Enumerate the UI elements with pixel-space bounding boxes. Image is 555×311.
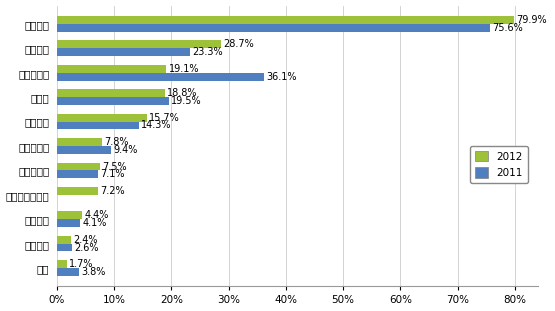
Bar xyxy=(57,219,80,227)
Bar xyxy=(57,65,166,73)
Text: 2.6%: 2.6% xyxy=(74,243,99,253)
Text: 28.7%: 28.7% xyxy=(224,39,254,49)
Text: 19.5%: 19.5% xyxy=(171,96,201,106)
Text: 23.3%: 23.3% xyxy=(193,47,223,57)
Text: 7.2%: 7.2% xyxy=(100,186,125,196)
Text: 3.8%: 3.8% xyxy=(81,267,105,277)
Bar xyxy=(57,138,102,146)
Text: 7.5%: 7.5% xyxy=(102,161,127,171)
Text: 36.1%: 36.1% xyxy=(266,72,296,81)
Bar xyxy=(57,211,82,219)
Text: 19.1%: 19.1% xyxy=(169,64,199,74)
Text: 7.8%: 7.8% xyxy=(104,137,128,147)
Text: 4.4%: 4.4% xyxy=(84,210,109,220)
Bar xyxy=(57,170,98,178)
Text: 14.3%: 14.3% xyxy=(141,120,171,131)
Text: 1.7%: 1.7% xyxy=(69,259,93,269)
Bar xyxy=(57,268,79,276)
Bar xyxy=(57,40,221,48)
Bar xyxy=(57,73,264,81)
Bar xyxy=(57,236,70,244)
Text: 9.4%: 9.4% xyxy=(113,145,138,155)
Legend: 2012, 2011: 2012, 2011 xyxy=(470,146,528,183)
Text: 2.4%: 2.4% xyxy=(73,235,98,245)
Text: 15.7%: 15.7% xyxy=(149,113,180,123)
Bar xyxy=(57,244,72,252)
Bar xyxy=(57,16,514,24)
Bar xyxy=(57,89,164,97)
Bar xyxy=(57,48,190,56)
Bar xyxy=(57,24,490,32)
Text: 4.1%: 4.1% xyxy=(83,218,107,228)
Text: 7.1%: 7.1% xyxy=(100,169,124,179)
Bar xyxy=(57,187,98,195)
Text: 79.9%: 79.9% xyxy=(517,15,547,25)
Bar xyxy=(57,163,100,170)
Bar xyxy=(57,97,169,105)
Text: 18.8%: 18.8% xyxy=(167,88,198,98)
Text: 75.6%: 75.6% xyxy=(492,23,523,33)
Bar xyxy=(57,114,147,122)
Bar xyxy=(57,146,111,154)
Bar xyxy=(57,122,139,129)
Bar xyxy=(57,260,67,268)
